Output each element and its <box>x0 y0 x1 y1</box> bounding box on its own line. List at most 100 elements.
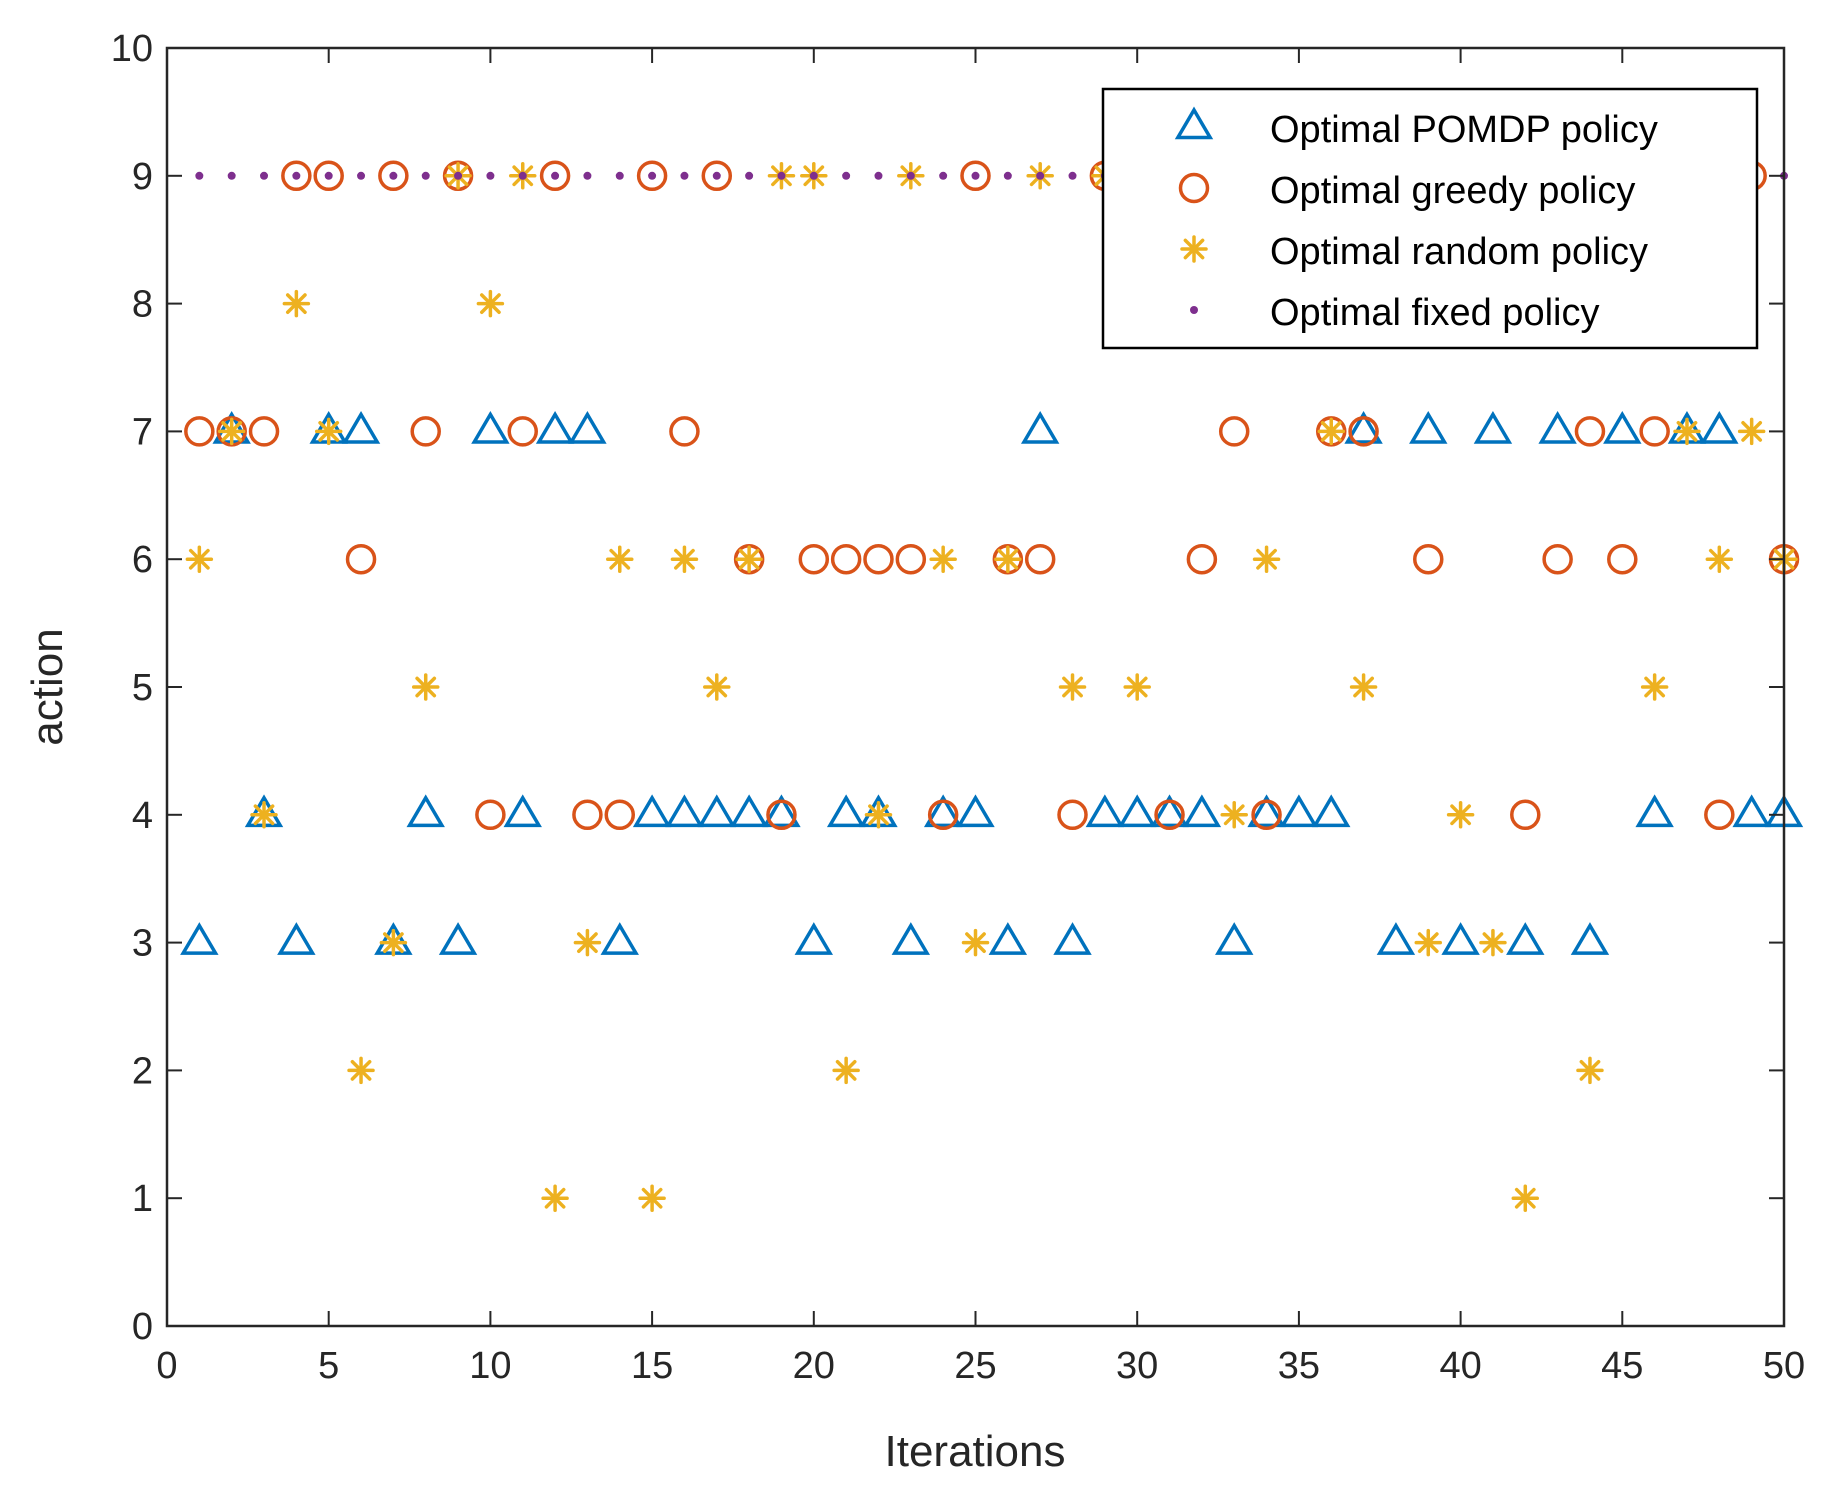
data-point <box>475 799 506 831</box>
data-point <box>842 171 851 180</box>
data-point <box>1511 1184 1540 1212</box>
data-point <box>1574 416 1606 447</box>
data-point <box>1279 794 1319 828</box>
data-point <box>971 171 980 180</box>
data-point <box>438 922 478 955</box>
data-point <box>729 794 769 828</box>
data-point <box>798 543 830 575</box>
data-point <box>927 799 959 831</box>
data-point <box>762 794 801 828</box>
x-tick-label: 5 <box>318 1345 339 1387</box>
x-tick-label: 50 <box>1763 1345 1805 1387</box>
data-point <box>906 171 915 180</box>
data-point <box>680 171 689 180</box>
data-point <box>1068 171 1077 180</box>
legend-marker <box>1190 306 1198 314</box>
data-point <box>697 794 736 828</box>
legend-entry: Optimal greedy policy <box>1178 170 1635 212</box>
data-point <box>503 794 542 828</box>
data-point <box>324 171 333 180</box>
y-axis-label: action <box>23 628 72 745</box>
data-point <box>314 417 343 446</box>
data-point <box>1704 799 1735 831</box>
data-point <box>406 794 445 828</box>
data-point <box>895 543 927 575</box>
data-point <box>476 289 505 318</box>
x-tick-label: 10 <box>469 1345 511 1387</box>
data-point <box>195 171 204 180</box>
data-point <box>1673 417 1701 446</box>
data-point <box>1317 417 1345 446</box>
data-point <box>1510 799 1541 831</box>
data-point <box>960 160 991 192</box>
data-point <box>313 160 344 192</box>
legend: Optimal POMDP policy Optimal greedy polic… <box>1101 87 1759 350</box>
data-point <box>1154 799 1185 831</box>
x-tick-label: 40 <box>1439 1345 1481 1387</box>
data-point <box>421 171 430 180</box>
data-point <box>809 171 818 180</box>
legend-marker <box>1174 106 1214 140</box>
y-tick-label: 7 <box>132 411 153 453</box>
y-tick-label: 8 <box>132 284 153 326</box>
data-point <box>1053 922 1092 955</box>
data-point <box>929 545 957 573</box>
data-point <box>541 1184 569 1212</box>
data-point <box>454 171 463 180</box>
x-tick-label: 45 <box>1601 1345 1643 1387</box>
data-point <box>260 171 269 180</box>
data-point <box>1247 794 1286 828</box>
data-point <box>1542 543 1573 575</box>
data-point <box>1252 545 1281 573</box>
data-point <box>1700 410 1739 444</box>
legend-entry: Optimal random policy <box>1180 231 1648 273</box>
data-point <box>345 543 377 575</box>
data-point <box>1251 799 1282 831</box>
data-point <box>864 801 893 829</box>
data-point <box>923 794 963 828</box>
data-point <box>486 171 495 180</box>
x-tick-label: 20 <box>793 1345 835 1387</box>
data-point <box>1036 171 1045 180</box>
x-tick-label: 25 <box>954 1345 996 1387</box>
data-point <box>1376 922 1416 955</box>
data-point <box>1635 794 1674 828</box>
data-point <box>1446 801 1475 829</box>
data-point <box>410 416 441 447</box>
data-point <box>1413 543 1444 575</box>
data-point <box>471 410 510 444</box>
data-point <box>378 160 409 192</box>
data-point <box>389 171 398 180</box>
legend-label: Optimal greedy policy <box>1270 170 1635 212</box>
data-point <box>227 171 236 180</box>
legend-label: Optimal random policy <box>1270 231 1648 273</box>
legend-label: Optimal fixed policy <box>1270 292 1599 334</box>
data-point <box>1218 416 1250 447</box>
data-point <box>956 794 995 828</box>
legend-box <box>1101 87 1759 350</box>
data-point <box>572 799 603 831</box>
data-point <box>1220 801 1248 829</box>
data-point <box>745 171 754 180</box>
y-tick-label: 6 <box>132 539 153 581</box>
data-point <box>379 928 408 957</box>
data-point <box>670 545 699 573</box>
data-point <box>282 289 311 318</box>
x-tick-label: 30 <box>1116 1345 1158 1387</box>
data-point <box>1705 545 1734 573</box>
x-tick-label: 15 <box>631 1345 673 1387</box>
data-point <box>535 410 575 444</box>
data-point <box>1215 922 1254 955</box>
data-point <box>777 171 786 180</box>
data-point <box>1058 673 1087 701</box>
data-point <box>1312 794 1351 828</box>
data-point <box>615 171 624 180</box>
data-point <box>1349 673 1378 701</box>
data-point <box>1150 794 1189 828</box>
data-point <box>341 410 381 444</box>
x-tick-label: 0 <box>156 1345 177 1387</box>
data-point <box>832 1056 860 1085</box>
legend-entry: Optimal POMDP policy <box>1174 106 1658 151</box>
